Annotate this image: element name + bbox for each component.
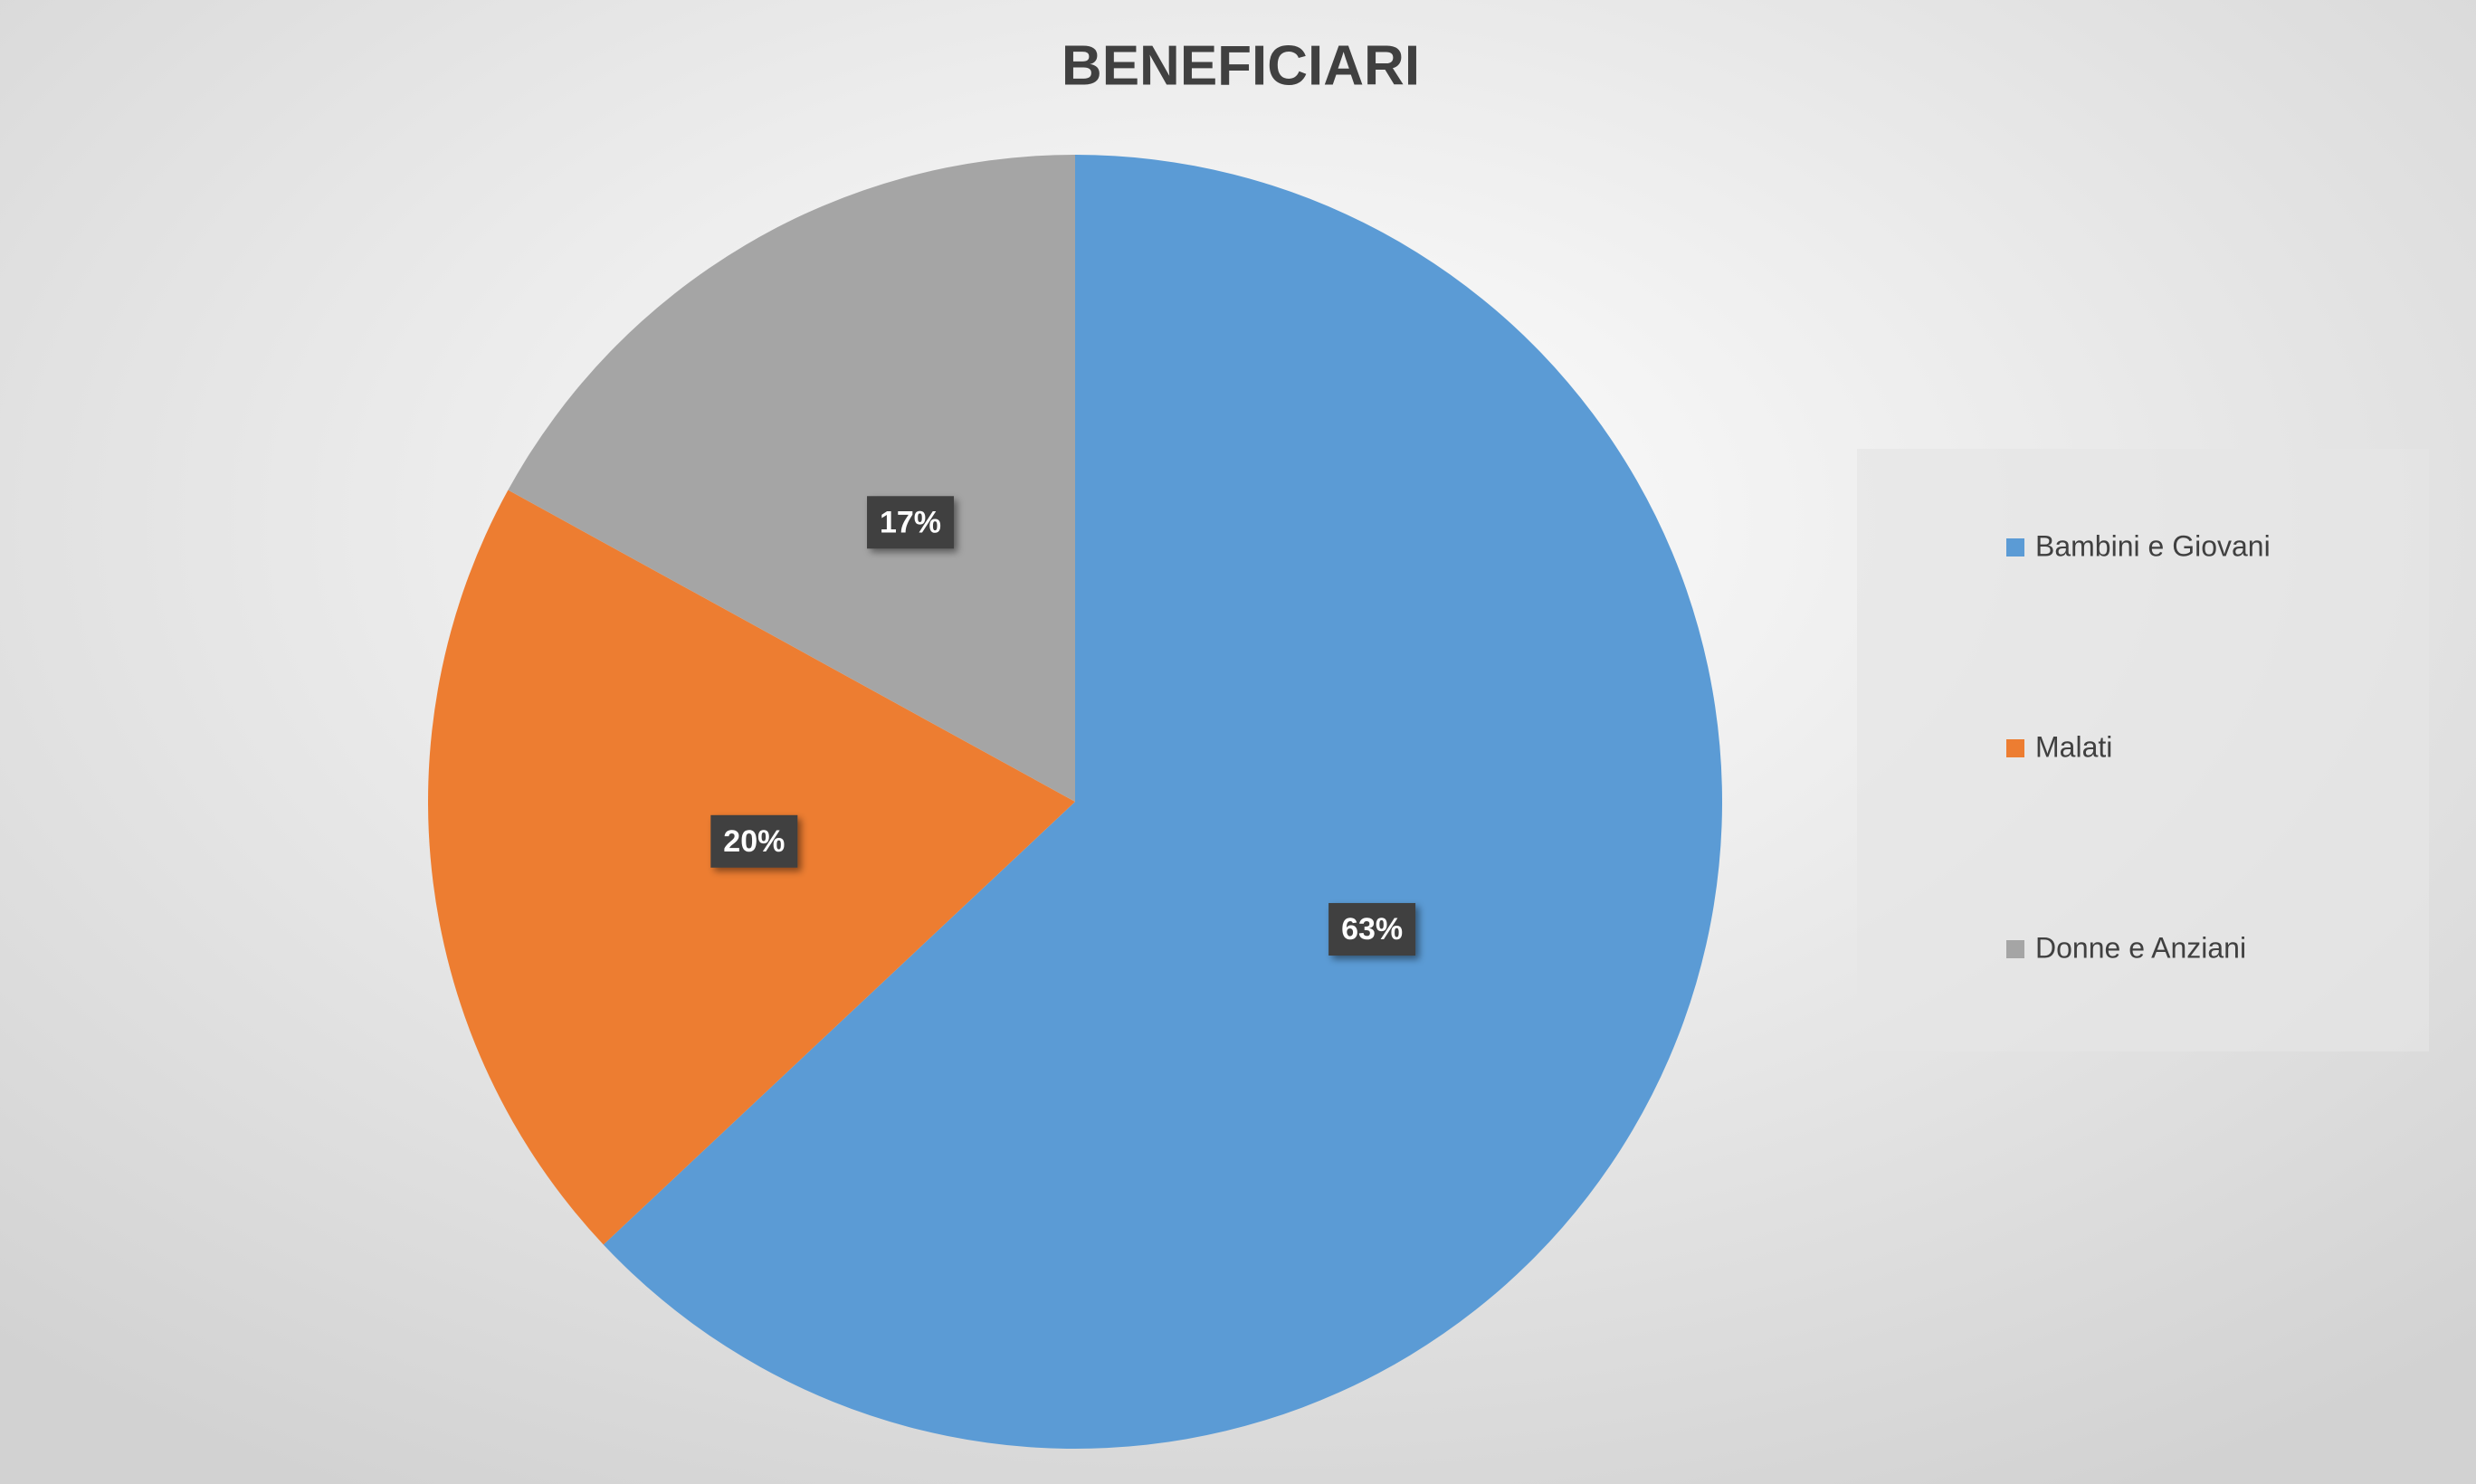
pie-slice xyxy=(603,155,1723,1449)
pie-slice xyxy=(508,154,1075,802)
legend-swatch xyxy=(2006,739,2024,757)
chart-title: BENEFICIARI xyxy=(1062,34,1420,97)
legend-label: Bambini e Giovani xyxy=(2035,529,2271,562)
legend-box xyxy=(1857,449,2429,1051)
legend-swatch xyxy=(2006,538,2024,556)
legend-swatch xyxy=(2006,940,2024,958)
legend-label: Donne e Anziani xyxy=(2035,931,2246,964)
data-label: 63% xyxy=(1341,912,1403,947)
data-label-box xyxy=(867,496,955,549)
data-label-box xyxy=(710,814,798,868)
legend-label: Malati xyxy=(2035,730,2112,763)
data-label-box xyxy=(1328,902,1416,956)
data-label: 17% xyxy=(880,505,941,539)
data-label: 20% xyxy=(723,824,785,859)
